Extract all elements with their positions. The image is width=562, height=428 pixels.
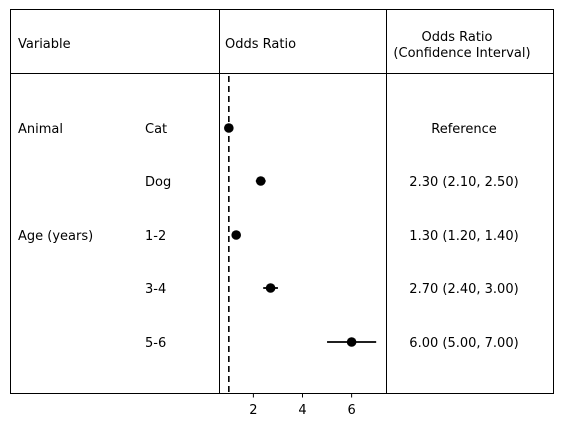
or-point-0 bbox=[224, 123, 234, 133]
row-level-label-0: Cat bbox=[145, 122, 167, 137]
row-group-label-2: Age (years) bbox=[18, 229, 93, 244]
row-group-label-0: Animal bbox=[18, 122, 63, 137]
forest-rows: Animal Cat Reference Dog 2.30 (2.10, 2.50) Ag… bbox=[18, 122, 519, 351]
x-tick-label-0: 2 bbox=[249, 403, 257, 418]
or-point-1 bbox=[256, 176, 266, 186]
row-level-label-3: 3-4 bbox=[145, 282, 166, 297]
or-point-4 bbox=[347, 337, 357, 347]
or-ci-text-2: 1.30 (1.20, 1.40) bbox=[409, 229, 518, 244]
x-tick-label-2: 6 bbox=[347, 403, 355, 418]
row-level-label-4: 5-6 bbox=[145, 336, 166, 351]
or-point-2 bbox=[231, 230, 241, 240]
or-ci-text-0: Reference bbox=[431, 122, 496, 137]
header-variable: Variable bbox=[18, 37, 71, 52]
header-ci-line2: (Confidence Interval) bbox=[393, 46, 530, 61]
x-axis: 2 4 6 bbox=[249, 394, 356, 419]
header-odds-ratio: Odds Ratio bbox=[225, 37, 296, 52]
x-tick-label-1: 4 bbox=[298, 403, 306, 418]
header-ci-line1: Odds Ratio bbox=[421, 30, 492, 45]
or-point-3 bbox=[266, 283, 276, 293]
or-ci-text-4: 6.00 (5.00, 7.00) bbox=[409, 336, 518, 351]
or-ci-text-1: 2.30 (2.10, 2.50) bbox=[409, 175, 518, 190]
row-level-label-1: Dog bbox=[145, 175, 171, 190]
or-ci-text-3: 2.70 (2.40, 3.00) bbox=[409, 282, 518, 297]
row-level-label-2: 1-2 bbox=[145, 229, 166, 244]
